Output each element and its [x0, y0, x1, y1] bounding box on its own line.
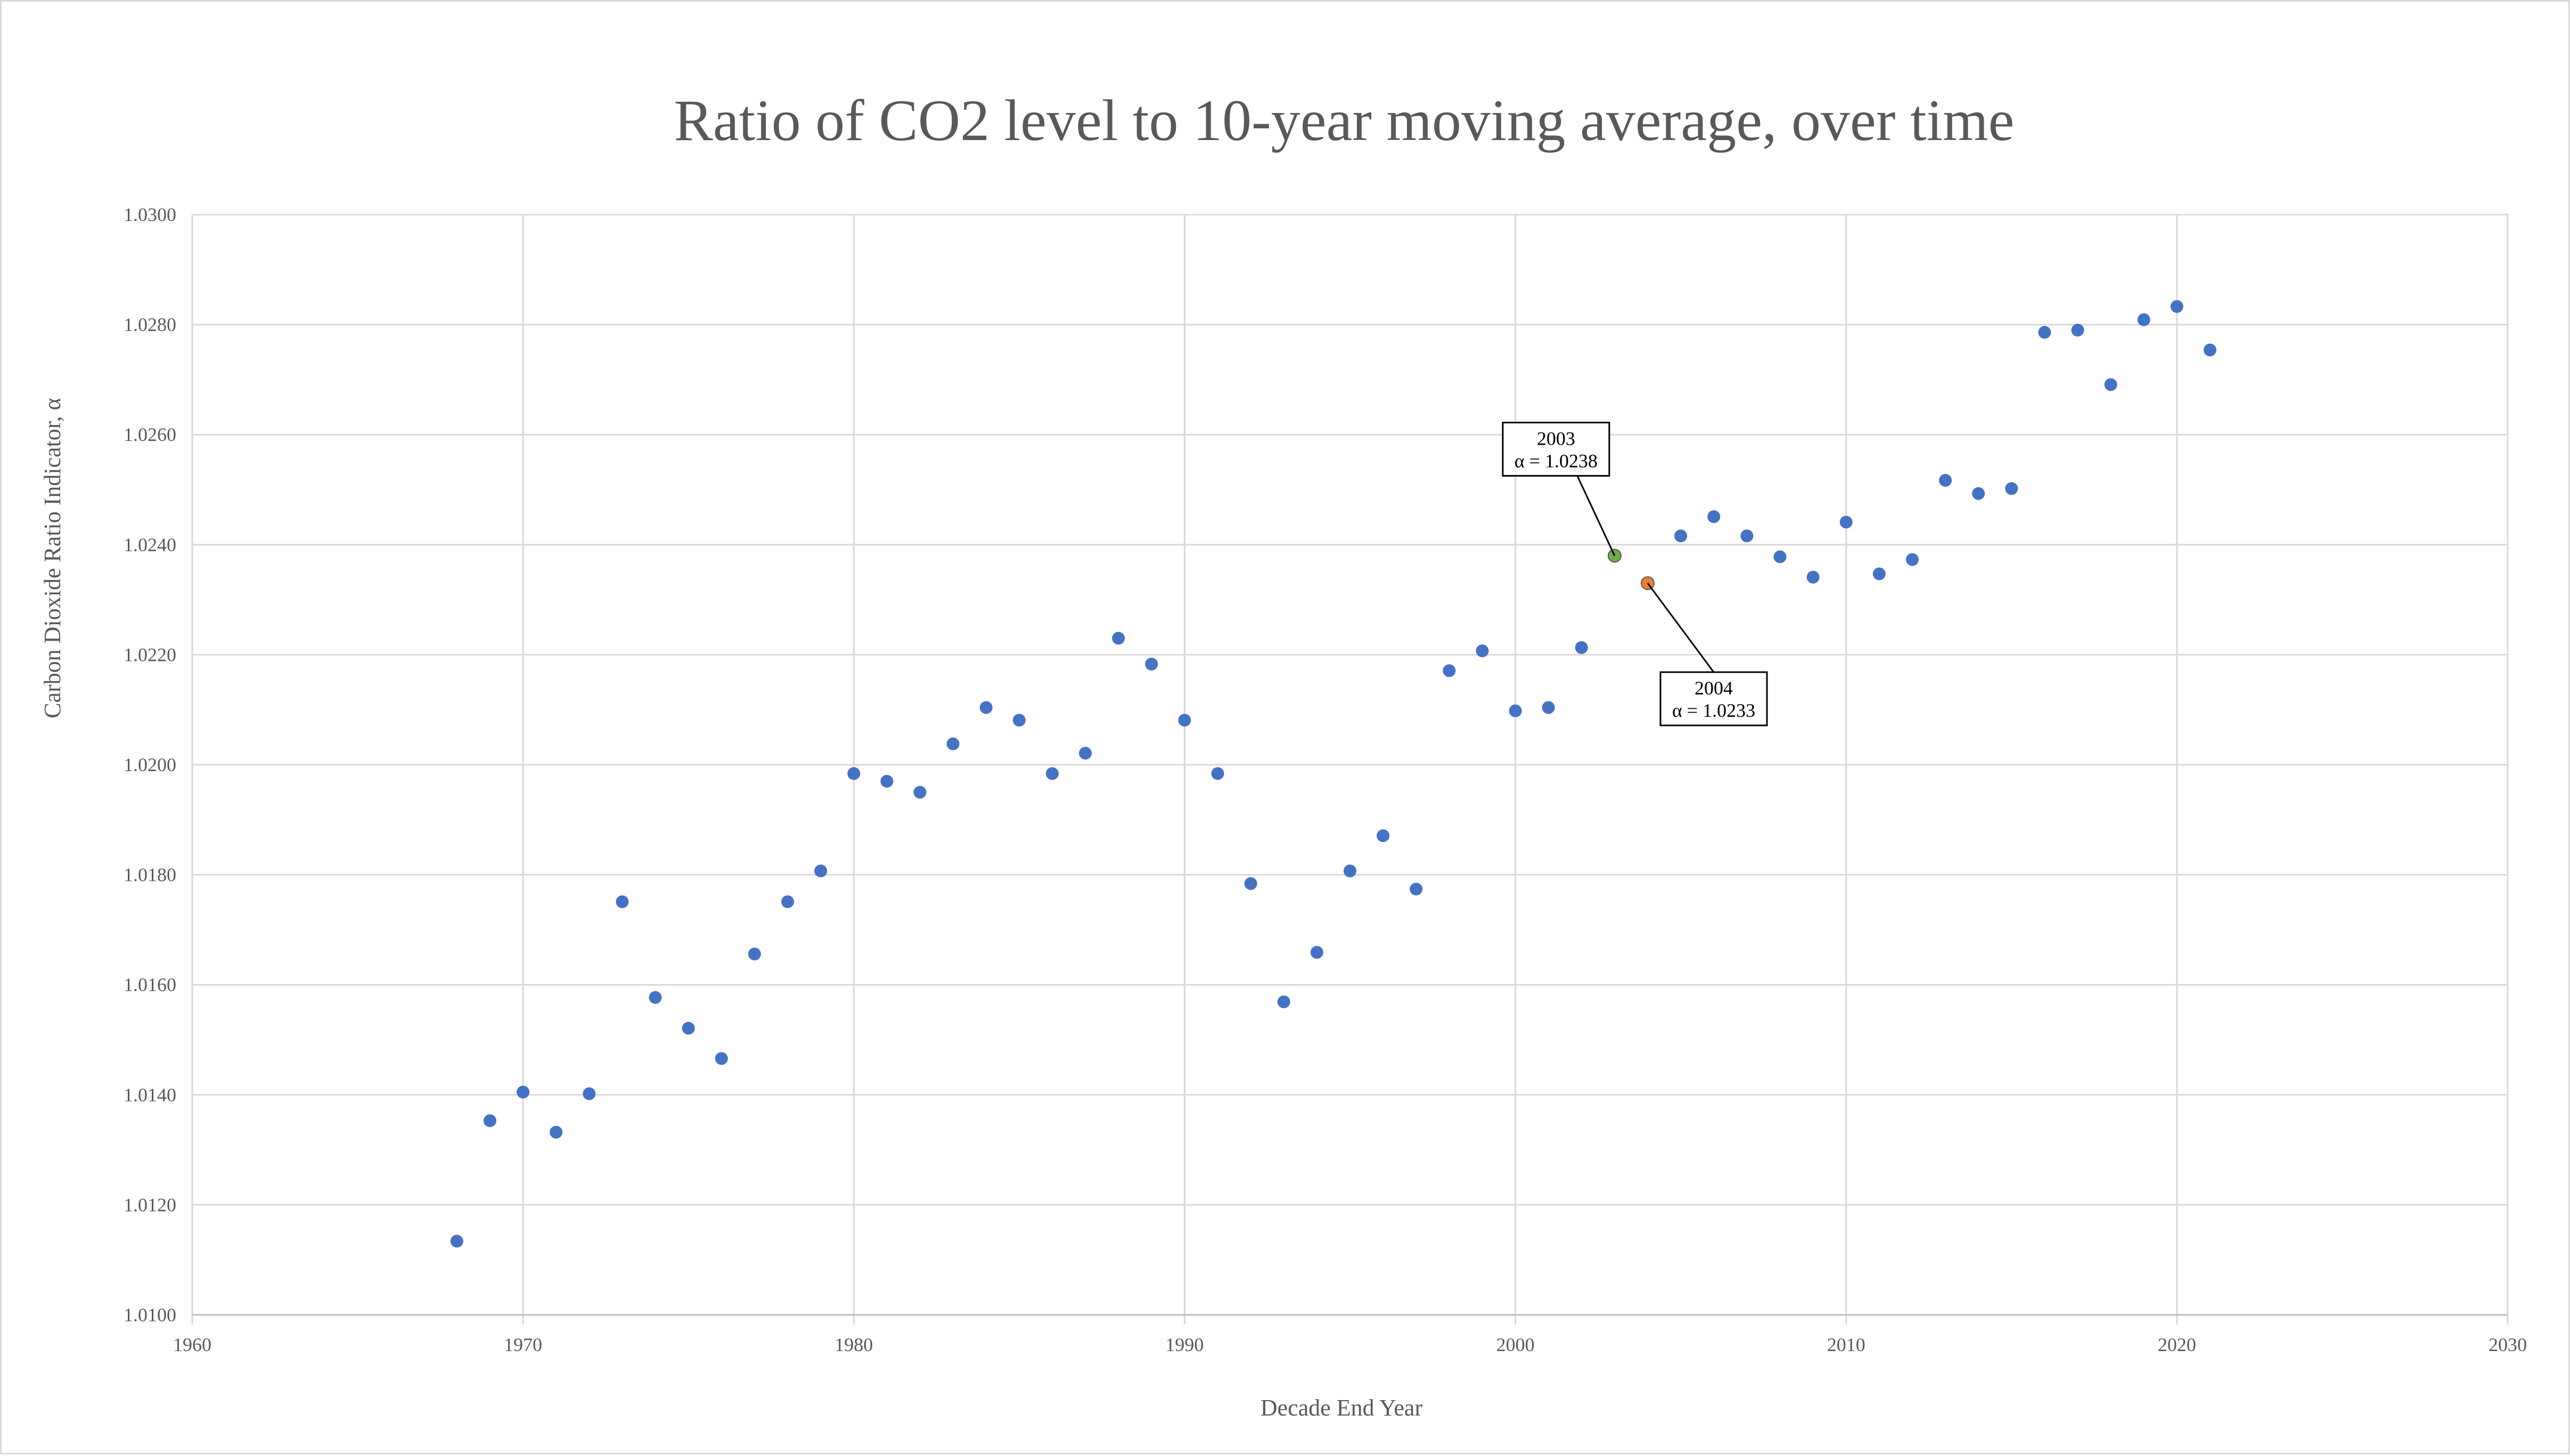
data-point — [1045, 767, 1059, 780]
data-point — [1542, 701, 1555, 714]
x-axis-title: Decade End Year — [1261, 1395, 1423, 1421]
data-point — [1575, 641, 1588, 654]
data-point — [517, 1085, 530, 1099]
data-point — [781, 895, 795, 909]
y-axis-title: Carbon Dioxide Ratio Indicator, α — [39, 398, 66, 718]
data-point — [1178, 714, 1191, 727]
data-point — [1410, 882, 1423, 896]
data-point — [1112, 632, 1125, 645]
data-point — [1806, 570, 1820, 584]
data-point — [1012, 714, 1026, 727]
data-points — [450, 300, 2216, 1248]
data-point — [1277, 995, 1290, 1009]
data-point — [946, 737, 960, 750]
data-point — [1244, 877, 1257, 890]
data-point — [682, 1021, 695, 1035]
data-point — [2170, 300, 2183, 313]
chart-title: Ratio of CO2 level to 10-year moving ave… — [674, 88, 2014, 153]
data-point — [1972, 487, 1985, 500]
y-tick-label: 1.0180 — [124, 864, 176, 886]
data-point — [913, 786, 927, 799]
data-point — [2005, 482, 2018, 495]
data-point — [583, 1087, 596, 1100]
data-point — [1707, 510, 1721, 523]
data-point — [1344, 864, 1356, 878]
x-tick-label: 2000 — [1496, 1334, 1535, 1355]
data-point — [2038, 326, 2051, 339]
data-point — [880, 774, 894, 788]
data-point — [1443, 664, 1456, 677]
data-point — [814, 864, 828, 878]
y-tick-label: 1.0280 — [124, 314, 176, 336]
annotation-leader-line — [1576, 475, 1616, 557]
y-tick-label: 1.0140 — [124, 1084, 176, 1106]
y-tick-label: 1.0260 — [124, 424, 176, 445]
data-point — [1839, 516, 1853, 529]
data-point — [748, 947, 761, 961]
data-point — [1905, 553, 1919, 566]
data-point — [1145, 657, 1158, 670]
data-point — [1211, 767, 1224, 780]
x-tick-label: 1960 — [173, 1334, 211, 1355]
data-point — [484, 1114, 497, 1127]
data-point — [715, 1052, 728, 1065]
y-tick-label: 1.0240 — [124, 534, 176, 555]
data-point — [1377, 829, 1390, 842]
data-point — [1509, 704, 1522, 717]
x-tick-label: 1970 — [504, 1334, 542, 1355]
y-tick-label: 1.0300 — [124, 204, 176, 225]
data-point — [979, 701, 993, 714]
x-tick-label: 2030 — [2489, 1334, 2527, 1355]
annotation-leader-line — [1647, 583, 1715, 673]
x-tick-label: 2020 — [2158, 1334, 2196, 1355]
annotation-box — [1502, 421, 1610, 477]
x-tick-label: 1980 — [834, 1334, 873, 1355]
data-point — [1773, 550, 1787, 563]
data-point — [649, 991, 662, 1004]
data-point — [1476, 644, 1489, 658]
axis-ticks: 1.0100 1.0120 1.0140 1.0160 1.0180 1.0200 1.02… — [124, 204, 2527, 1355]
data-point — [616, 895, 629, 909]
data-point — [1310, 946, 1323, 959]
y-tick-label: 1.0100 — [124, 1304, 176, 1326]
annotation-box — [1659, 671, 1768, 726]
annotation-value: α = 1.0233 — [1672, 700, 1755, 721]
data-point — [2137, 313, 2150, 326]
y-tick-label: 1.0120 — [124, 1194, 176, 1215]
data-point — [2104, 378, 2117, 391]
x-tick-label: 2010 — [1827, 1334, 1865, 1355]
data-point — [1740, 529, 1754, 543]
data-point — [450, 1234, 463, 1248]
data-point — [1939, 473, 1952, 487]
data-point — [550, 1126, 563, 1139]
data-point — [2071, 323, 2084, 337]
data-point — [2203, 343, 2216, 357]
annotation-value: α = 1.0238 — [1515, 450, 1598, 471]
y-tick-label: 1.0220 — [124, 644, 176, 665]
annotation-year: 2003 — [1537, 428, 1575, 449]
data-point — [1872, 567, 1886, 580]
data-point — [1674, 529, 1688, 543]
y-tick-label: 1.0200 — [124, 754, 176, 775]
data-point — [1079, 747, 1092, 760]
annotation-year: 2004 — [1695, 677, 1733, 699]
data-point — [847, 767, 861, 780]
x-tick-label: 1990 — [1165, 1334, 1204, 1355]
grid-lines — [191, 214, 2509, 1316]
y-tick-label: 1.0160 — [124, 974, 176, 995]
